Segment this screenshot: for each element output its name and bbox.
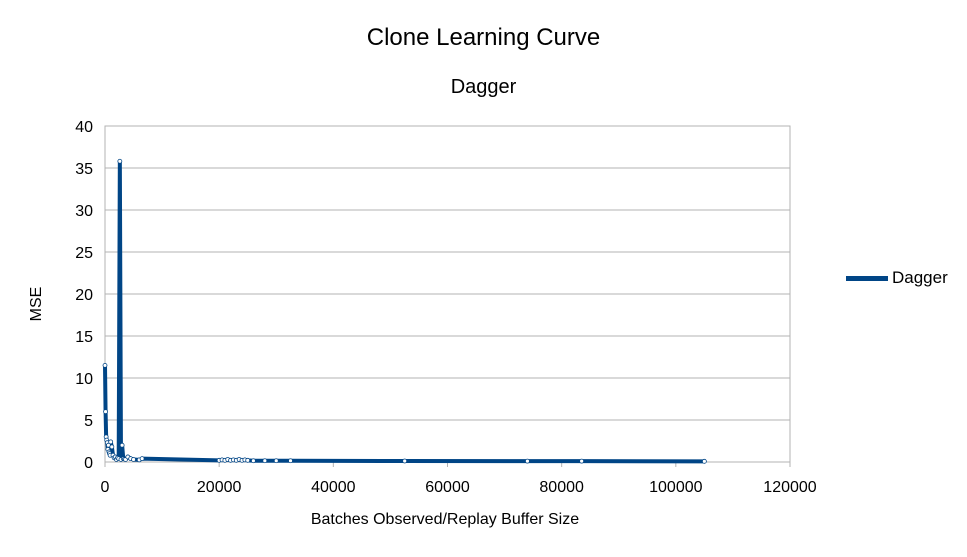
data-point — [525, 458, 530, 464]
x-tick-label: 80000 — [539, 479, 584, 496]
x-tick-label: 20000 — [197, 479, 242, 496]
x-tick-label: 100000 — [649, 479, 702, 496]
legend: Dagger — [846, 268, 948, 288]
data-point — [131, 457, 136, 462]
y-tick-label: 10 — [75, 371, 93, 388]
y-tick-label: 5 — [84, 413, 93, 430]
data-point — [262, 458, 268, 464]
x-tick-label: 120000 — [763, 479, 816, 496]
data-point — [117, 158, 123, 164]
data-point — [119, 442, 125, 448]
y-tick-label: 20 — [75, 287, 93, 304]
data-point — [402, 458, 408, 464]
chart-subtitle: Dagger — [450, 76, 517, 98]
data-point — [273, 458, 279, 464]
chart-title: Clone Learning Curve — [366, 24, 601, 51]
grid-lines — [104, 125, 791, 467]
y-axis-label: MSE — [28, 286, 45, 322]
series-layer — [102, 158, 707, 464]
data-point — [579, 458, 585, 464]
y-tick-label: 15 — [75, 329, 93, 346]
series-line-dagger — [103, 159, 705, 464]
y-tick-label: 30 — [75, 203, 93, 220]
legend-label-dagger: Dagger — [892, 268, 948, 287]
x-tick-label: 60000 — [425, 479, 470, 496]
y-tick-label: 25 — [75, 245, 93, 262]
y-tick-label: 0 — [84, 455, 93, 472]
legend-swatch-dagger — [846, 275, 888, 281]
data-point — [245, 457, 251, 463]
data-point — [139, 456, 145, 462]
x-tick-labels: 0 20000 40000 60000 80000 100000 120000 — [101, 479, 817, 496]
data-point — [251, 458, 256, 464]
y-tick-label: 35 — [75, 161, 93, 178]
data-point — [108, 439, 114, 445]
data-point — [109, 444, 115, 450]
y-tick-label: 40 — [75, 119, 93, 136]
data-point — [288, 458, 293, 464]
x-tick-label: 0 — [101, 479, 110, 496]
x-axis-label: Batches Observed/Replay Buffer Size — [310, 511, 580, 528]
y-tick-labels: 0 5 10 15 20 25 30 35 40 — [75, 119, 93, 472]
data-point — [103, 409, 108, 415]
data-point — [102, 362, 108, 368]
data-point — [701, 458, 707, 464]
x-tick-label: 40000 — [311, 479, 356, 496]
